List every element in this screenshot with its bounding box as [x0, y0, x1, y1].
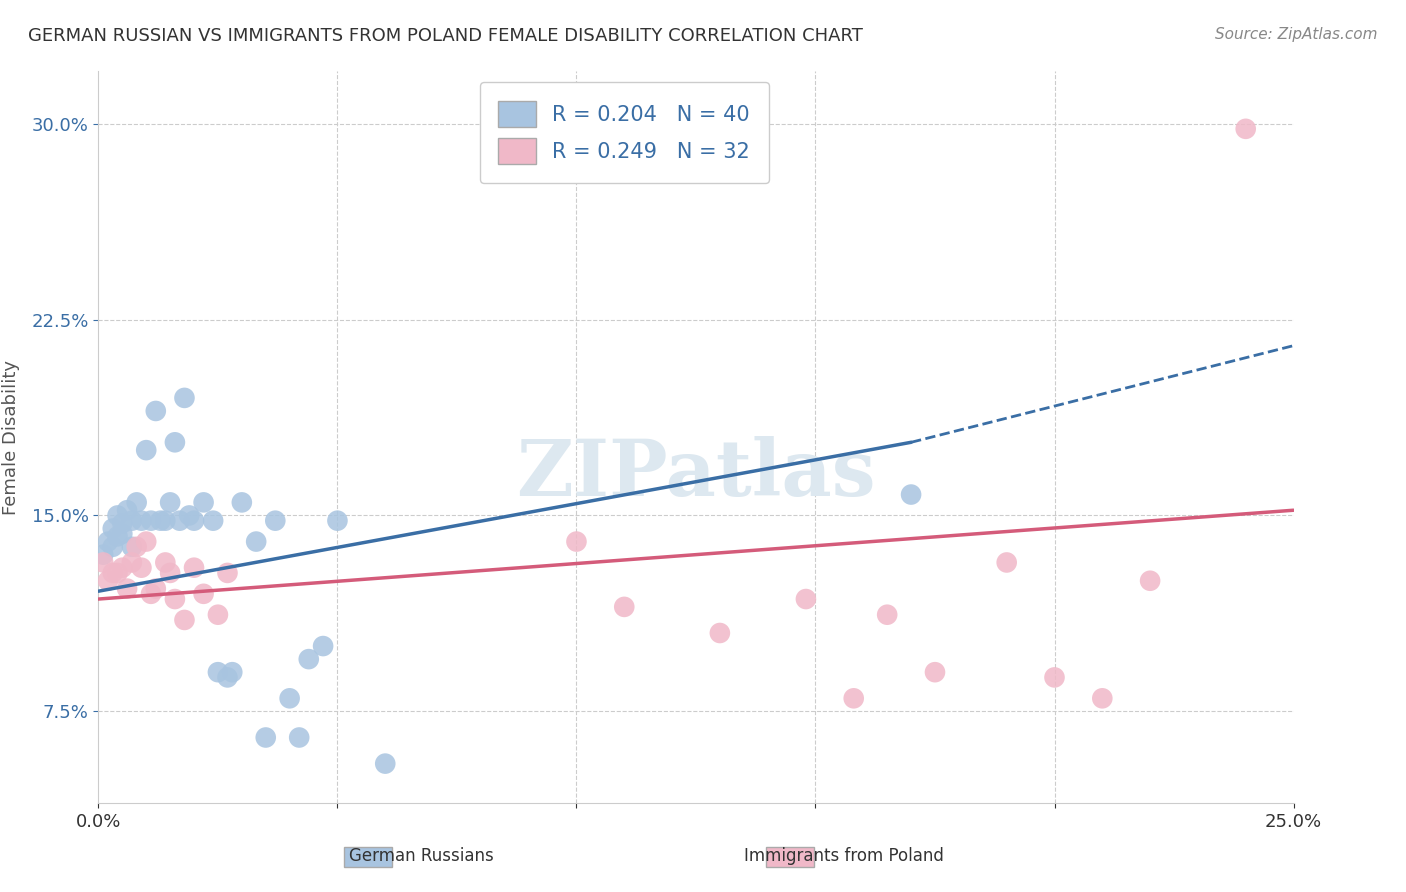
Point — [245, 534, 267, 549]
Point — [842, 691, 865, 706]
Point — [278, 691, 301, 706]
Point — [115, 582, 138, 596]
Point — [193, 495, 215, 509]
Point — [1043, 670, 1066, 684]
Point — [131, 560, 153, 574]
Point — [221, 665, 243, 680]
Point — [202, 514, 225, 528]
Legend: R = 0.204   N = 40, R = 0.249   N = 32: R = 0.204 N = 40, R = 0.249 N = 32 — [479, 82, 769, 183]
Point — [159, 495, 181, 509]
Point — [155, 556, 177, 570]
Point — [111, 516, 134, 531]
Point — [924, 665, 946, 680]
Point — [1091, 691, 1114, 706]
Point — [145, 404, 167, 418]
Point — [709, 626, 731, 640]
Point — [231, 495, 253, 509]
Point — [217, 670, 239, 684]
Point — [326, 514, 349, 528]
Point — [900, 487, 922, 501]
Text: GERMAN RUSSIAN VS IMMIGRANTS FROM POLAND FEMALE DISABILITY CORRELATION CHART: GERMAN RUSSIAN VS IMMIGRANTS FROM POLAND… — [28, 27, 863, 45]
Point — [135, 443, 157, 458]
Point — [183, 514, 205, 528]
Point — [173, 613, 195, 627]
Point — [139, 514, 162, 528]
Point — [163, 435, 186, 450]
Point — [91, 556, 114, 570]
Point — [374, 756, 396, 771]
Point — [1234, 121, 1257, 136]
Point — [97, 534, 120, 549]
Point — [101, 521, 124, 535]
Point — [995, 556, 1018, 570]
Point — [207, 607, 229, 622]
Point — [565, 534, 588, 549]
Point — [121, 556, 143, 570]
Point — [107, 508, 129, 523]
Point — [121, 514, 143, 528]
Point — [155, 514, 177, 528]
Point — [163, 592, 186, 607]
Point — [207, 665, 229, 680]
Point — [125, 495, 148, 509]
Point — [101, 566, 124, 580]
Point — [298, 652, 321, 666]
Point — [1139, 574, 1161, 588]
Y-axis label: Female Disability: Female Disability — [3, 359, 20, 515]
Point — [121, 540, 143, 554]
Point — [149, 514, 172, 528]
Text: Source: ZipAtlas.com: Source: ZipAtlas.com — [1215, 27, 1378, 42]
Text: Immigrants from Poland: Immigrants from Poland — [744, 847, 943, 865]
Point — [169, 514, 191, 528]
Point — [613, 599, 636, 614]
Point — [97, 574, 120, 588]
Point — [179, 508, 201, 523]
Point — [312, 639, 335, 653]
Point — [107, 566, 129, 580]
Point — [115, 503, 138, 517]
Point — [288, 731, 311, 745]
Point — [107, 529, 129, 543]
Point — [173, 391, 195, 405]
Text: ZIPatlas: ZIPatlas — [516, 435, 876, 512]
Point — [217, 566, 239, 580]
Point — [254, 731, 277, 745]
Point — [91, 548, 114, 562]
Point — [876, 607, 898, 622]
Point — [145, 582, 167, 596]
Point — [183, 560, 205, 574]
Point — [139, 587, 162, 601]
Point — [135, 534, 157, 549]
Point — [131, 514, 153, 528]
Point — [125, 540, 148, 554]
Text: German Russians: German Russians — [350, 847, 494, 865]
Point — [794, 592, 817, 607]
Point — [264, 514, 287, 528]
Point — [193, 587, 215, 601]
Point — [111, 526, 134, 541]
Point — [159, 566, 181, 580]
Point — [101, 540, 124, 554]
Point — [111, 560, 134, 574]
